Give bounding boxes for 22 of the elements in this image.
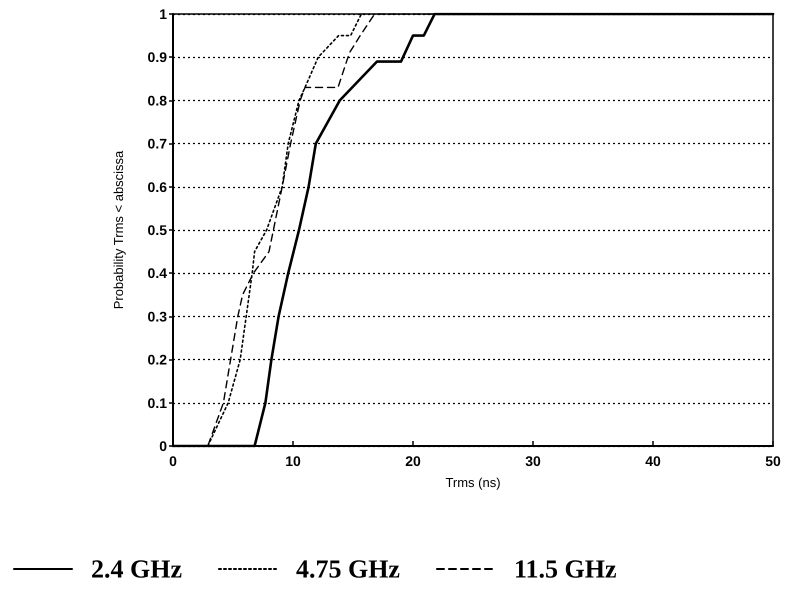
x-tick-label: 50	[765, 453, 781, 469]
legend-label: 4.75 GHz	[296, 554, 400, 584]
y-tick-label: 1	[159, 6, 168, 22]
y-tick-label: 0.3	[148, 308, 168, 324]
y-axis-title: Probability Trms < abscissa	[111, 150, 126, 310]
y-tick-label: 0.4	[148, 265, 168, 282]
x-axis-title: Trms (ns)	[445, 475, 501, 490]
x-tick-label: 20	[405, 453, 421, 469]
legend-label: 2.4 GHz	[91, 554, 182, 584]
legend-label: 11.5 GHz	[514, 554, 617, 584]
x-tick-label: 0	[169, 453, 178, 469]
y-tick-label: 0.1	[148, 394, 168, 411]
y-tick-label: 0.8	[148, 92, 168, 108]
y-tick-label: 0	[159, 438, 168, 454]
y-tick-label: 0.5	[148, 222, 168, 238]
y-tick-label: 0.2	[148, 352, 168, 368]
y-tick-label: 0.6	[148, 178, 168, 195]
x-tick-label: 40	[645, 453, 661, 469]
x-tick-label: 10	[285, 453, 301, 469]
y-tick-label: 0.9	[148, 49, 168, 66]
x-tick-label: 30	[525, 453, 541, 469]
y-tick-label: 0.7	[148, 136, 168, 152]
